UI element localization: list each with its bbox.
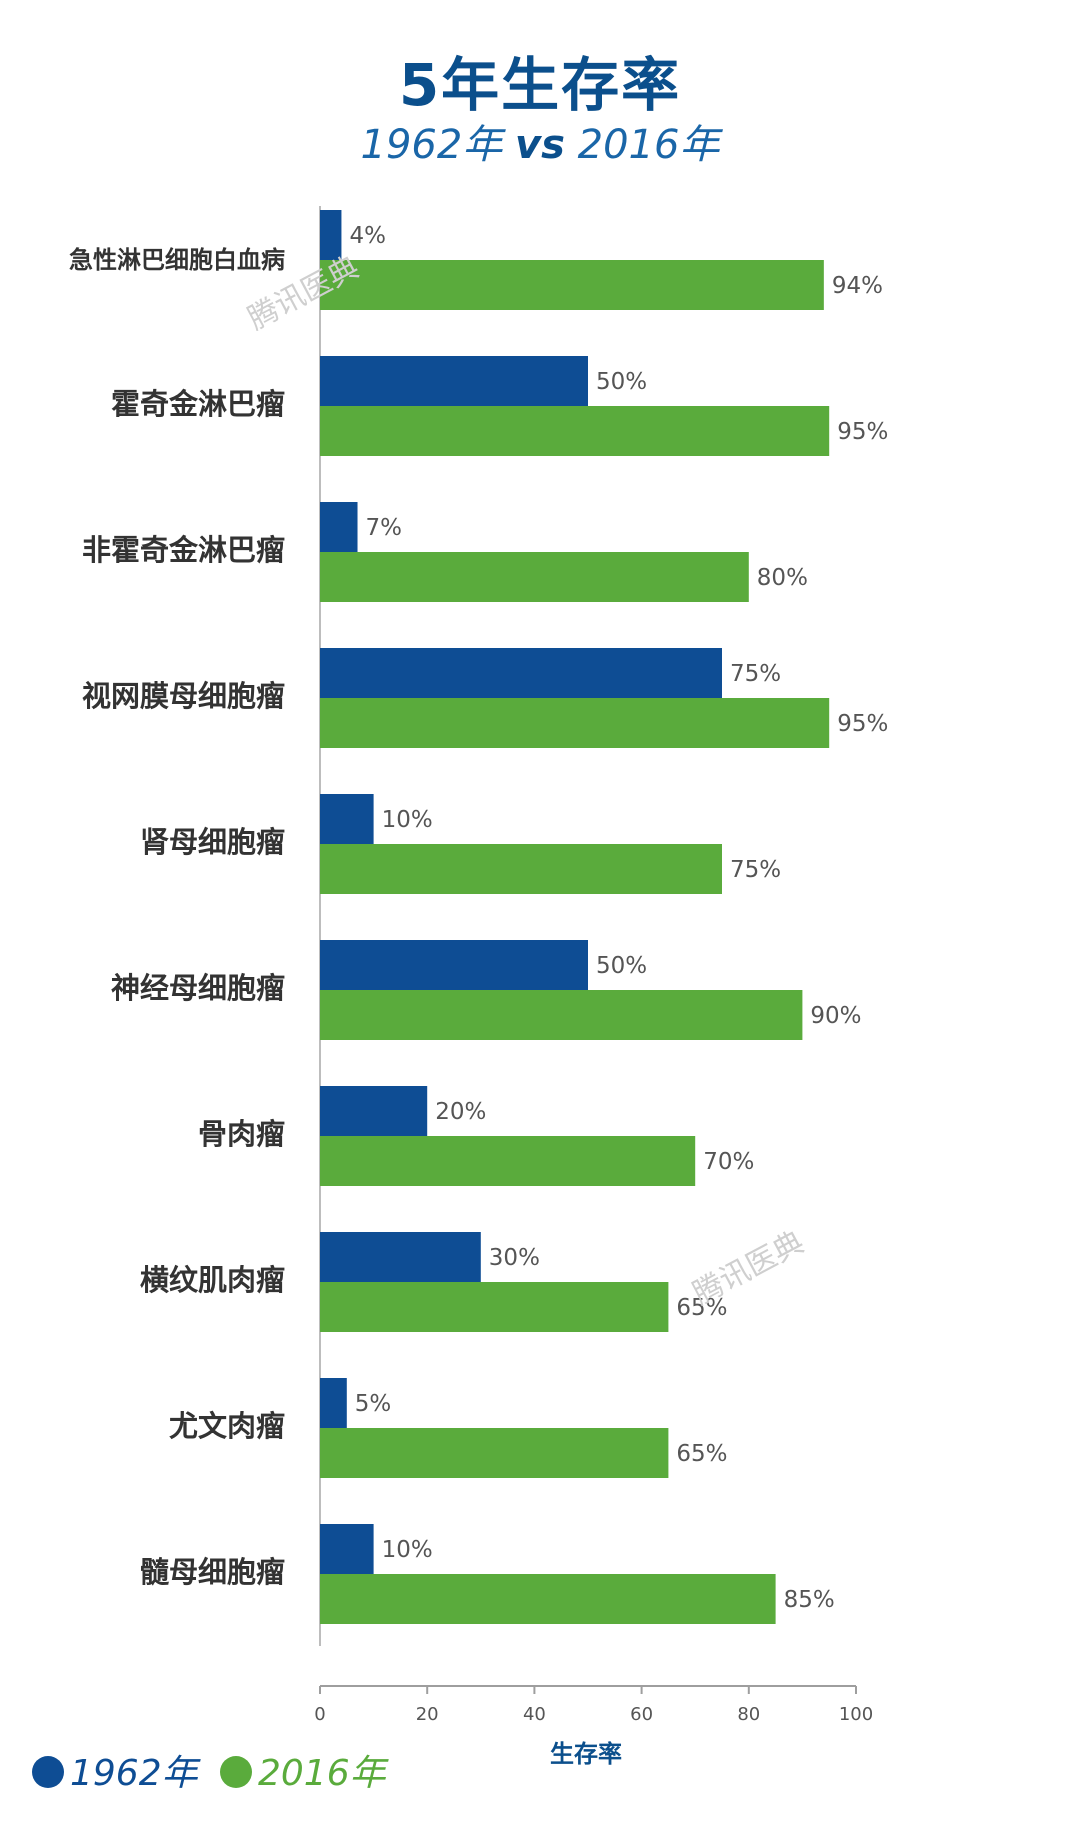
bar-2016: [320, 990, 803, 1040]
category-label: 非霍奇金淋巴瘤: [82, 533, 285, 567]
bar-2016: [320, 406, 830, 456]
bar-1962: [320, 794, 374, 844]
chart-subtitle: 1962年 vs 2016年: [0, 112, 1080, 170]
bar-1962: [320, 1086, 428, 1136]
category-label: 肾母细胞瘤: [140, 825, 285, 859]
data-label: 75%: [730, 661, 781, 687]
data-label: 30%: [489, 1245, 540, 1271]
data-label: 65%: [676, 1441, 727, 1467]
legend-dot-1962: [32, 1756, 64, 1788]
legend-label-1962: 1962年: [70, 1753, 202, 1794]
category-label: 神经母细胞瘤: [111, 971, 285, 1005]
category-label: 髓母细胞瘤: [140, 1555, 285, 1589]
bar-2016: [320, 1574, 776, 1624]
bar-1962: [320, 502, 358, 552]
data-label: 50%: [596, 369, 647, 395]
bar-1962: [320, 1232, 481, 1282]
x-tick-label: 60: [630, 1704, 653, 1725]
bar-2016: [320, 260, 824, 310]
bar-2016: [320, 1428, 669, 1478]
x-tick-label: 0: [314, 1704, 325, 1725]
bar-1962: [320, 1524, 374, 1574]
bar-1962: [320, 648, 722, 698]
category-label: 视网膜母细胞瘤: [82, 679, 285, 713]
subtitle-year-1962: 1962年: [360, 122, 503, 168]
bar-2016: [320, 844, 722, 894]
data-label: 7%: [366, 515, 403, 541]
bar-1962: [320, 940, 588, 990]
data-label: 10%: [382, 1537, 433, 1563]
data-label: 50%: [596, 953, 647, 979]
bar-1962: [320, 210, 342, 260]
x-tick-label: 20: [416, 1704, 439, 1725]
data-label: 80%: [757, 565, 808, 591]
subtitle-year-2016: 2016年: [577, 122, 720, 168]
data-label: 5%: [355, 1391, 392, 1417]
watermark-text: 腾讯医典: [687, 1225, 809, 1312]
data-label: 94%: [832, 273, 883, 299]
category-label: 霍奇金淋巴瘤: [111, 387, 285, 421]
bar-2016: [320, 552, 749, 602]
data-label: 90%: [810, 1003, 861, 1029]
subtitle-vs: vs: [515, 122, 565, 168]
data-label: 85%: [784, 1587, 835, 1613]
category-label: 尤文肉瘤: [169, 1409, 285, 1443]
x-axis-title: 生存率: [550, 1740, 622, 1768]
data-label: 65%: [676, 1295, 727, 1321]
data-label: 4%: [349, 223, 386, 249]
chart-title: 5年生存率: [398, 51, 682, 119]
data-label: 95%: [837, 419, 888, 445]
bar-1962: [320, 356, 588, 406]
category-label: 急性淋巴细胞白血病: [69, 246, 285, 274]
data-label: 70%: [703, 1149, 754, 1175]
bar-1962: [320, 1378, 347, 1428]
data-label: 75%: [730, 857, 781, 883]
bar-2016: [320, 698, 830, 748]
legend-dot-2016: [220, 1756, 252, 1788]
legend-label-2016: 2016年: [258, 1753, 390, 1794]
data-label: 10%: [382, 807, 433, 833]
category-label: 横纹肌肉瘤: [140, 1263, 285, 1297]
category-label: 骨肉瘤: [198, 1117, 285, 1151]
data-label: 95%: [837, 711, 888, 737]
bar-2016: [320, 1282, 669, 1332]
x-tick-label: 100: [839, 1704, 873, 1725]
data-label: 20%: [435, 1099, 486, 1125]
bar-2016: [320, 1136, 696, 1186]
x-tick-label: 80: [737, 1704, 760, 1725]
x-tick-label: 40: [523, 1704, 546, 1725]
